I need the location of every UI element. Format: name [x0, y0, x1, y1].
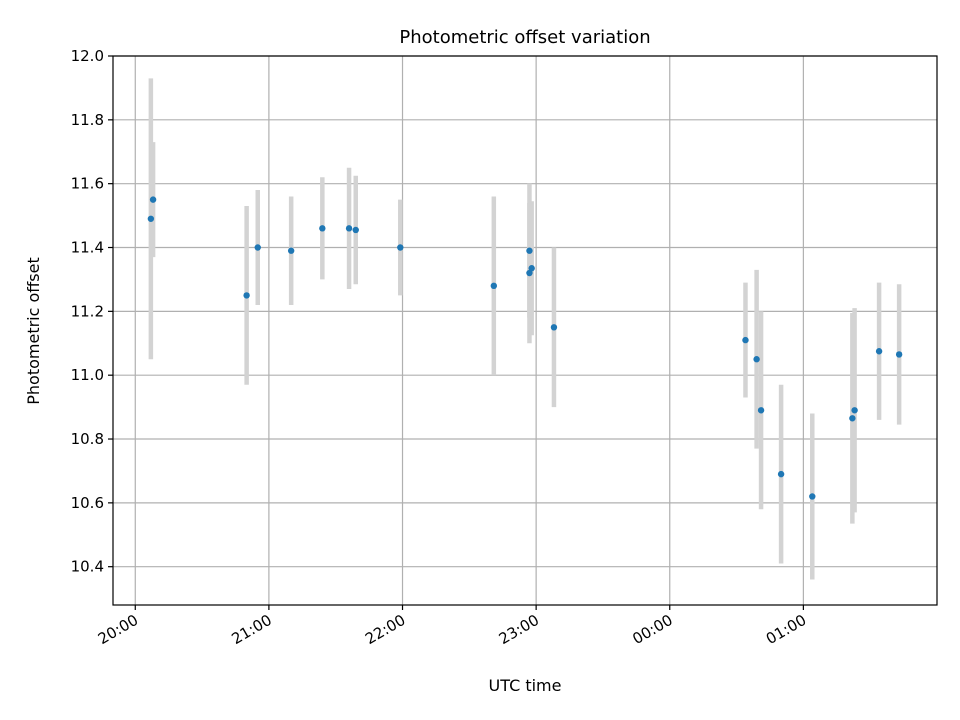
y-axis-label: Photometric offset: [24, 257, 43, 405]
data-point: [352, 226, 359, 234]
data-point: [777, 470, 785, 478]
y-tick-label: 10.4: [71, 558, 104, 576]
data-point: [147, 215, 155, 222]
grid-lines: [113, 55, 937, 605]
data-point: [849, 415, 856, 422]
data-point: [287, 247, 295, 254]
y-tick-label: 11.8: [71, 111, 104, 129]
y-axis-ticks: 10.4 10.6 10.8 11.0 11.2 11.4 11.6 11.8 12.0: [71, 47, 113, 576]
y-tick-label: 11.4: [71, 239, 104, 257]
data-point: [254, 244, 261, 251]
y-tick-label: 11.0: [71, 366, 104, 384]
data-point: [490, 282, 498, 290]
x-axis-label: UTC time: [489, 676, 562, 695]
data-point: [753, 356, 760, 363]
y-tick-label: 10.6: [71, 494, 104, 512]
data-points: [147, 196, 903, 500]
data-point: [875, 348, 883, 355]
data-point: [345, 225, 353, 232]
y-tick-label: 11.2: [71, 302, 104, 320]
data-point: [243, 292, 250, 299]
data-point: [550, 324, 558, 331]
data-point: [809, 493, 816, 500]
data-point: [526, 269, 533, 277]
data-point: [319, 225, 326, 232]
data-point: [851, 407, 858, 414]
data-point: [528, 265, 535, 272]
data-point: [757, 407, 765, 414]
plot-frame: [112, 55, 938, 606]
data-point: [397, 244, 404, 251]
chart-title: Photometric offset variation: [399, 27, 650, 48]
data-point: [895, 351, 903, 358]
data-point: [149, 196, 157, 203]
y-tick-label: 10.8: [71, 430, 104, 448]
data-point: [742, 336, 749, 344]
y-tick-label: 11.6: [71, 175, 104, 193]
data-point: [526, 247, 533, 254]
y-tick-label: 12.0: [71, 47, 104, 65]
